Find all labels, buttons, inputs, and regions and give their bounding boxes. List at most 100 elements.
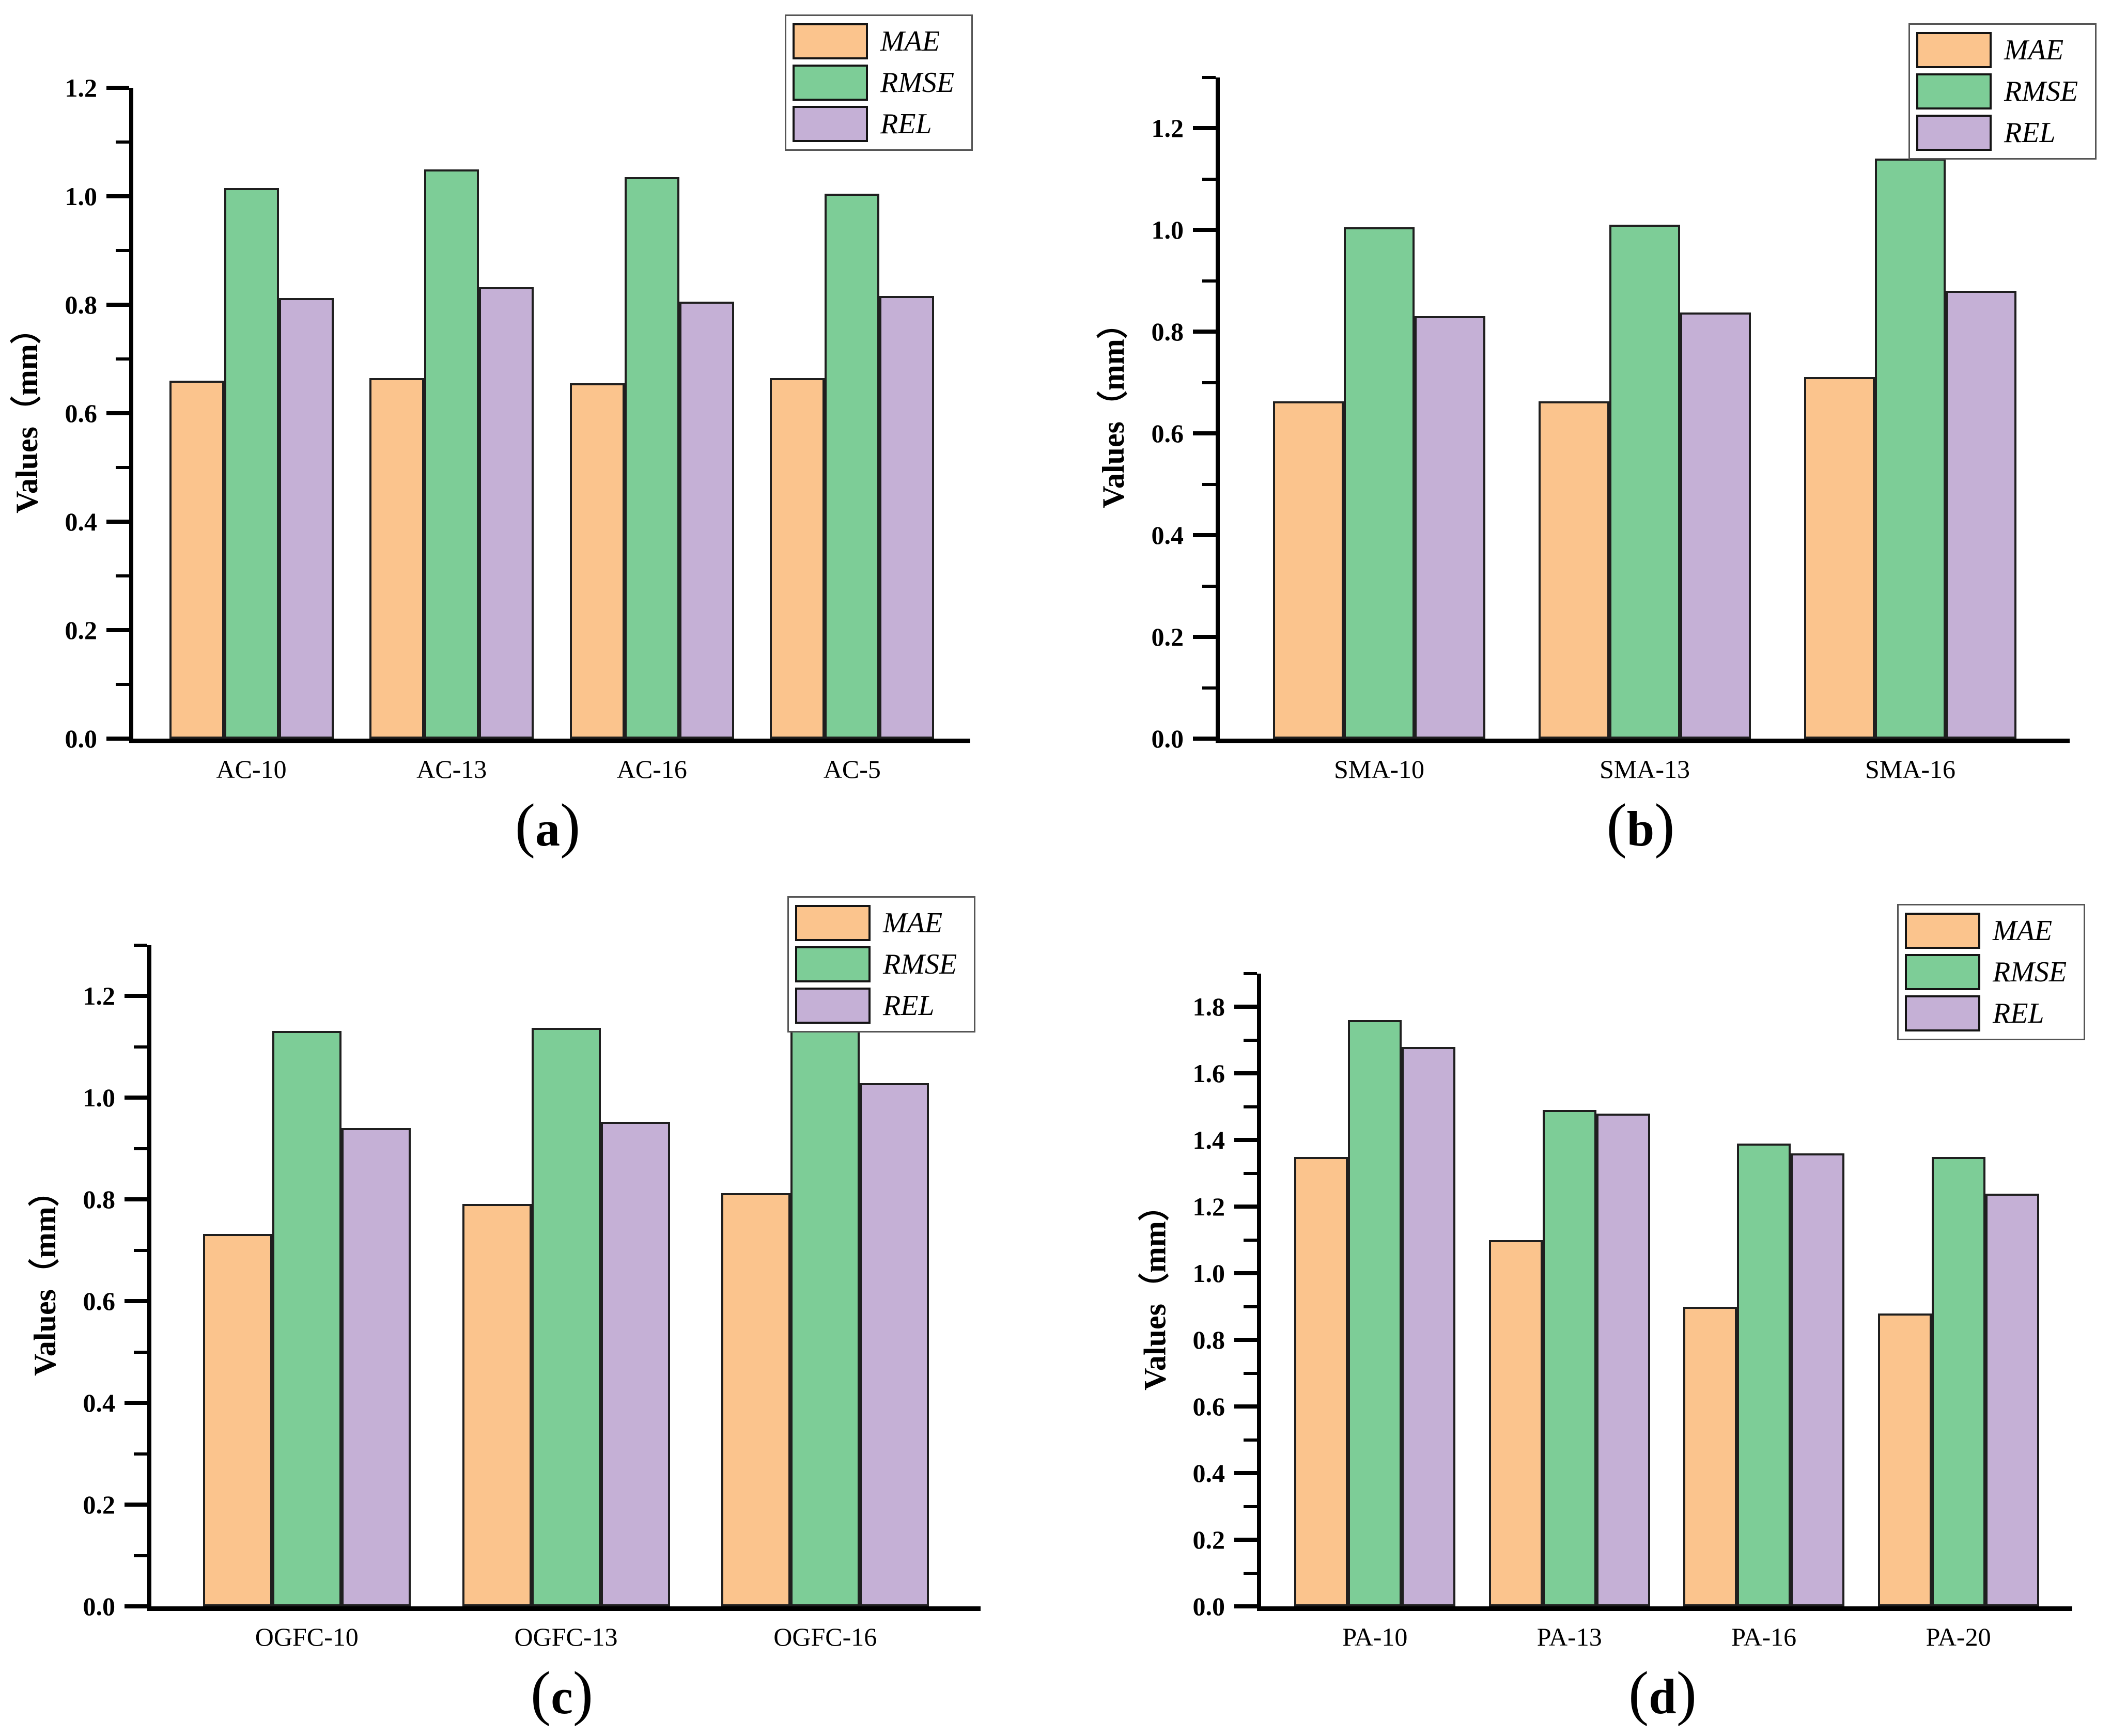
caption-open-paren: ( (515, 791, 535, 859)
legend-label: MAE (1993, 915, 2053, 947)
y-axis-major-tick (125, 1299, 147, 1304)
y-axis-minor-tick (116, 466, 129, 469)
x-category-label: OGFC-16 (773, 1622, 877, 1651)
y-axis-minor-tick (116, 683, 129, 686)
bar-PA-20-RMSE (1931, 1156, 1985, 1606)
legend-label: REL (883, 990, 935, 1022)
bar-PA-16-REL (1791, 1153, 1845, 1606)
x-category-label: PA-13 (1536, 1622, 1602, 1651)
panel-caption: (a) (129, 789, 966, 865)
y-tick-label: 0.6 (65, 399, 98, 428)
bar-PA-10-MAE (1294, 1156, 1348, 1606)
y-axis-minor-tick (116, 140, 129, 144)
y-tick-label: 0.6 (1192, 1392, 1225, 1421)
legend-item-mae: MAE (1916, 32, 2089, 68)
legend-label: RMSE (883, 948, 957, 980)
x-category-label: OGFC-10 (255, 1622, 359, 1651)
bar-AC-16-REL (679, 301, 734, 739)
caption-open-paren: ( (530, 1659, 551, 1727)
mae-color-swatch (1916, 32, 1992, 68)
bar-AC-13-RMSE (424, 169, 479, 739)
caption-letter: c (551, 1669, 573, 1724)
x-category-label: AC-13 (416, 755, 487, 784)
bar-PA-13-REL (1596, 1113, 1650, 1606)
x-category-label: AC-5 (823, 755, 881, 784)
panel-caption: (b) (1216, 789, 2066, 865)
axes-area: 0.0 0.2 0.4 0.6 0.8 1.0 1.2 AC-10 AC-13 AC-16 AC-5 (65, 73, 970, 784)
rel-color-swatch (795, 988, 871, 1024)
caption-letter: d (1649, 1669, 1677, 1724)
x-category-label: OGFC-13 (514, 1622, 618, 1651)
bar-AC-5-RMSE (825, 193, 880, 739)
y-axis-major-tick (1234, 1604, 1257, 1608)
legend-label: MAE (880, 25, 940, 57)
y-axis-minor-tick (134, 944, 147, 947)
y-tick-label: 0.8 (83, 1185, 116, 1214)
bar-AC-16-RMSE (624, 177, 679, 739)
bar-PA-16-RMSE (1737, 1143, 1791, 1606)
panel-d: Values（mm） 0.0 0.2 0.4 0.6 0.8 1.0 1.2 1.4 1.6 1.… (1056, 868, 2111, 1735)
bar-SMA-10-RMSE (1344, 227, 1415, 739)
y-axis-major-tick (1193, 737, 1216, 741)
panel-a: Values（mm） 0.0 0.2 0.4 0.6 0.8 1.0 1.2 AC-10 AC-… (0, 0, 1056, 868)
y-tick-label: 0.4 (83, 1388, 116, 1418)
bar-OGFC-13-REL (600, 1121, 670, 1606)
y-axis-minor-tick (1244, 1571, 1257, 1575)
y-axis-major-tick (1193, 431, 1216, 436)
legend-label: RMSE (1993, 956, 2067, 988)
y-axis-minor-tick (116, 249, 129, 252)
y-tick-label: 0.0 (1151, 724, 1184, 753)
y-axis-major-tick (125, 1604, 147, 1608)
legend-item-rmse: RMSE (793, 65, 965, 101)
y-tick-label: 1.6 (1192, 1059, 1225, 1088)
legend-label: REL (1993, 997, 2044, 1029)
caption-letter: b (1626, 801, 1655, 856)
bar-PA-10-RMSE (1348, 1020, 1402, 1606)
legend-label: REL (880, 108, 932, 140)
y-axis-minor-tick (1244, 1238, 1257, 1242)
axes-area: 0.0 0.2 0.4 0.6 0.8 1.0 1.2 OGFC-10 OGFC-13 OGFC-… (83, 944, 981, 1651)
rel-color-swatch (1916, 115, 1992, 151)
x-category-label: AC-10 (216, 755, 287, 784)
x-category-label: AC-16 (616, 755, 687, 784)
bar-PA-10-REL (1402, 1046, 1456, 1606)
legend-label: RMSE (2004, 75, 2078, 107)
y-axis-major-tick (125, 994, 147, 998)
y-axis-minor-tick (1244, 1038, 1257, 1042)
y-axis-minor-tick (134, 1147, 147, 1150)
y-axis-minor-tick (1202, 279, 1216, 283)
bar-SMA-13-RMSE (1609, 224, 1680, 739)
rmse-color-swatch (1905, 954, 1980, 990)
y-axis-minor-tick (1202, 381, 1216, 384)
y-axis-major-tick (125, 1096, 147, 1100)
bar-AC-10-MAE (169, 381, 224, 739)
y-axis-major-tick (1193, 533, 1216, 538)
bar-AC-5-REL (879, 296, 935, 739)
rmse-color-swatch (1916, 73, 1992, 110)
legend: MAE RMSE REL (787, 896, 975, 1033)
bar-SMA-10-MAE (1273, 401, 1344, 739)
y-axis-minor-tick (134, 1452, 147, 1456)
y-axis-major-tick (1234, 1338, 1257, 1342)
y-axis-major-tick (1193, 228, 1216, 232)
y-tick-label: 0.6 (83, 1287, 116, 1316)
mae-color-swatch (793, 23, 868, 59)
legend: MAE RMSE REL (1897, 904, 2085, 1040)
caption-close-paren: ) (1654, 791, 1675, 859)
y-tick-label: 1.0 (1192, 1259, 1225, 1288)
mae-color-swatch (1905, 913, 1980, 949)
bar-PA-13-RMSE (1542, 1110, 1596, 1606)
y-tick-label: 0.4 (1192, 1459, 1225, 1488)
y-axis-minor-tick (134, 1350, 147, 1354)
legend-item-rel: REL (1905, 995, 2077, 1031)
legend-label: REL (2004, 117, 2056, 149)
bar-SMA-13-MAE (1539, 401, 1609, 739)
y-axis-minor-tick (134, 1045, 147, 1049)
y-axis-major-tick (106, 86, 129, 90)
y-axis-minor-tick (1244, 1105, 1257, 1108)
y-axis-minor-tick (116, 357, 129, 361)
y-axis-minor-tick (1202, 177, 1216, 181)
y-tick-label: 0.2 (65, 616, 98, 645)
y-tick-label: 0.0 (83, 1592, 116, 1621)
